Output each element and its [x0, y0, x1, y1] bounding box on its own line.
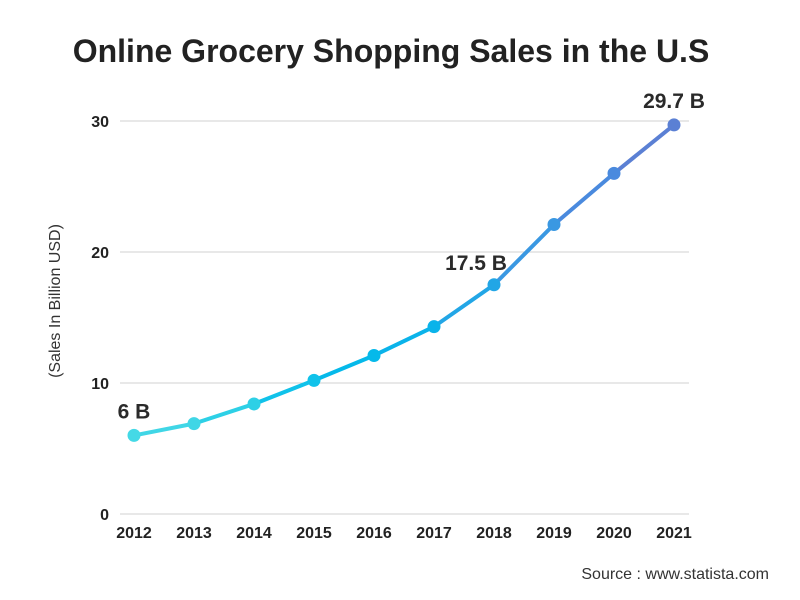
data-point [307, 373, 321, 387]
data-point [127, 428, 141, 442]
y-tick-label: 30 [91, 114, 109, 131]
data-label: 29.7 B [643, 90, 705, 113]
x-tick-label: 2015 [296, 525, 332, 542]
data-label: 17.5 B [445, 252, 507, 275]
y-tick-label: 20 [91, 245, 109, 262]
line-segment [552, 171, 616, 227]
x-tick-label: 2018 [476, 525, 512, 542]
x-tick-label: 2020 [596, 525, 632, 542]
x-tick-label: 2019 [536, 525, 572, 542]
source-note: Source : www.statista.com [581, 566, 769, 583]
x-tick-label: 2012 [116, 525, 152, 542]
line-segment [612, 122, 676, 176]
x-tick-label: 2014 [236, 525, 272, 542]
data-point [247, 397, 261, 411]
y-tick-label: 10 [91, 376, 109, 393]
x-tick-label: 2016 [356, 525, 392, 542]
line-segment [492, 222, 556, 287]
data-point [187, 417, 201, 431]
data-point [547, 217, 561, 231]
line-segment [432, 282, 496, 329]
chart-title: Online Grocery Shopping Sales in the U.S [72, 33, 710, 69]
line-segment [252, 378, 316, 406]
data-point [487, 278, 501, 292]
x-tick-label: 2013 [176, 525, 212, 542]
line-segment [312, 353, 376, 383]
x-tick-label: 2017 [416, 525, 452, 542]
line-segment [372, 324, 436, 358]
data-point [607, 166, 621, 180]
x-tick-label: 2021 [656, 525, 692, 542]
data-point [427, 320, 441, 334]
line-segment [132, 421, 196, 438]
data-label: 6 B [118, 400, 151, 423]
data-point [367, 348, 381, 362]
data-point [667, 118, 681, 132]
line-segment [192, 401, 256, 426]
y-tick-label: 0 [100, 507, 109, 524]
